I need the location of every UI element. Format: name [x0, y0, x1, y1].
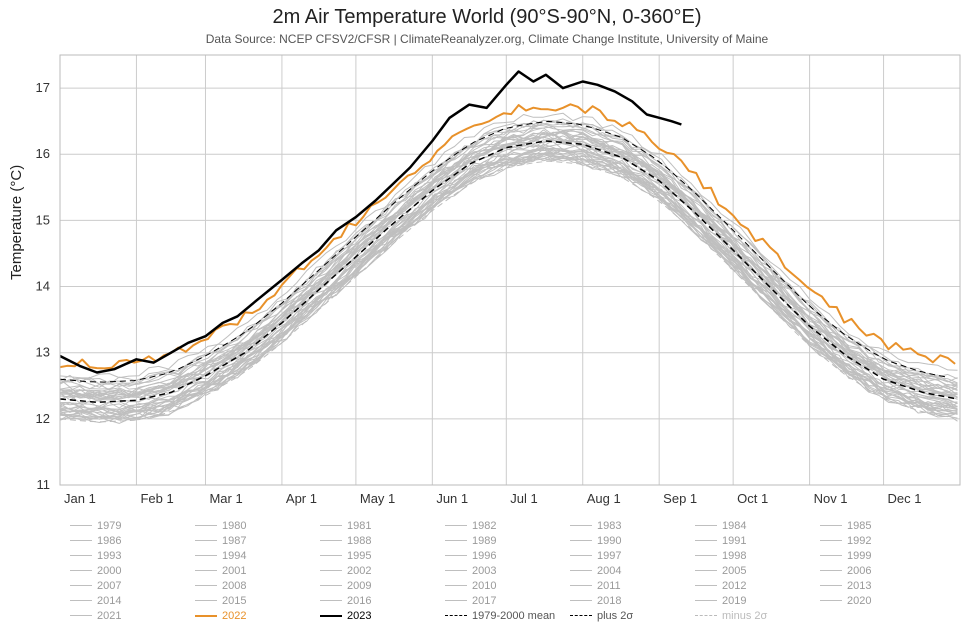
legend-item: 1998	[695, 550, 820, 562]
svg-text:Dec 1: Dec 1	[888, 491, 922, 506]
svg-text:15: 15	[36, 212, 50, 227]
legend-item: 2019	[695, 595, 820, 607]
svg-text:May 1: May 1	[360, 491, 395, 506]
legend-item: 2000	[70, 565, 195, 577]
legend-item: 1983	[570, 520, 695, 532]
svg-text:Jul 1: Jul 1	[510, 491, 537, 506]
legend-item: 1994	[195, 550, 320, 562]
chart-legend: 1979198019811982198319841985 198619871988…	[70, 518, 950, 623]
legend-item: 2001	[195, 565, 320, 577]
legend-item: 1987	[195, 535, 320, 547]
legend-item: 1996	[445, 550, 570, 562]
legend-item: 2008	[195, 580, 320, 592]
legend-item: 1989	[445, 535, 570, 547]
legend-item: 1986	[70, 535, 195, 547]
legend-item: 2010	[445, 580, 570, 592]
legend-item: 2015	[195, 595, 320, 607]
legend-item: 1979	[70, 520, 195, 532]
legend-item: 2014	[70, 595, 195, 607]
legend-item: 1985	[820, 520, 945, 532]
svg-text:16: 16	[36, 146, 50, 161]
legend-item: 2005	[695, 565, 820, 577]
svg-text:Nov 1: Nov 1	[814, 491, 848, 506]
svg-text:12: 12	[36, 411, 50, 426]
legend-item: 2002	[320, 565, 445, 577]
chart-title: 2m Air Temperature World (90°S-90°N, 0-3…	[0, 6, 974, 29]
legend-item: 1993	[70, 550, 195, 562]
svg-text:Aug 1: Aug 1	[587, 491, 621, 506]
legend-item: 2012	[695, 580, 820, 592]
legend-item: 1997	[570, 550, 695, 562]
svg-text:Mar 1: Mar 1	[209, 491, 242, 506]
legend-item: 1990	[570, 535, 695, 547]
svg-text:Sep 1: Sep 1	[663, 491, 697, 506]
svg-text:14: 14	[36, 279, 50, 294]
legend-item: 1981	[320, 520, 445, 532]
svg-text:Feb 1: Feb 1	[140, 491, 173, 506]
svg-text:Apr 1: Apr 1	[286, 491, 317, 506]
y-axis-label: Temperature (°C)	[8, 165, 25, 280]
legend-item: 2007	[70, 580, 195, 592]
svg-text:11: 11	[37, 477, 51, 492]
legend-item: 1980	[195, 520, 320, 532]
legend-item: 2009	[320, 580, 445, 592]
legend-item: 2016	[320, 595, 445, 607]
svg-text:Jan 1: Jan 1	[64, 491, 96, 506]
legend-item: 1984	[695, 520, 820, 532]
legend-item: 1982	[445, 520, 570, 532]
svg-text:17: 17	[36, 80, 50, 95]
legend-item: 2017	[445, 595, 570, 607]
legend-item: 2006	[820, 565, 945, 577]
legend-item: 1999	[820, 550, 945, 562]
legend-item: 2004	[570, 565, 695, 577]
svg-text:Jun 1: Jun 1	[436, 491, 468, 506]
legend-item: 2003	[445, 565, 570, 577]
legend-item: 1991	[695, 535, 820, 547]
legend-item: 2020	[820, 595, 945, 607]
svg-text:13: 13	[36, 345, 50, 360]
svg-text:Oct 1: Oct 1	[737, 491, 768, 506]
legend-item: 1992	[820, 535, 945, 547]
legend-item: 2011	[570, 580, 695, 592]
legend-item: 1988	[320, 535, 445, 547]
legend-item: 1995	[320, 550, 445, 562]
temperature-chart: 11121314151617 Jan 1Feb 1Mar 1Apr 1May 1…	[60, 55, 960, 485]
legend-item: 2018	[570, 595, 695, 607]
legend-item: 2013	[820, 580, 945, 592]
chart-subtitle: Data Source: NCEP CFSV2/CFSR | ClimateRe…	[0, 32, 974, 46]
